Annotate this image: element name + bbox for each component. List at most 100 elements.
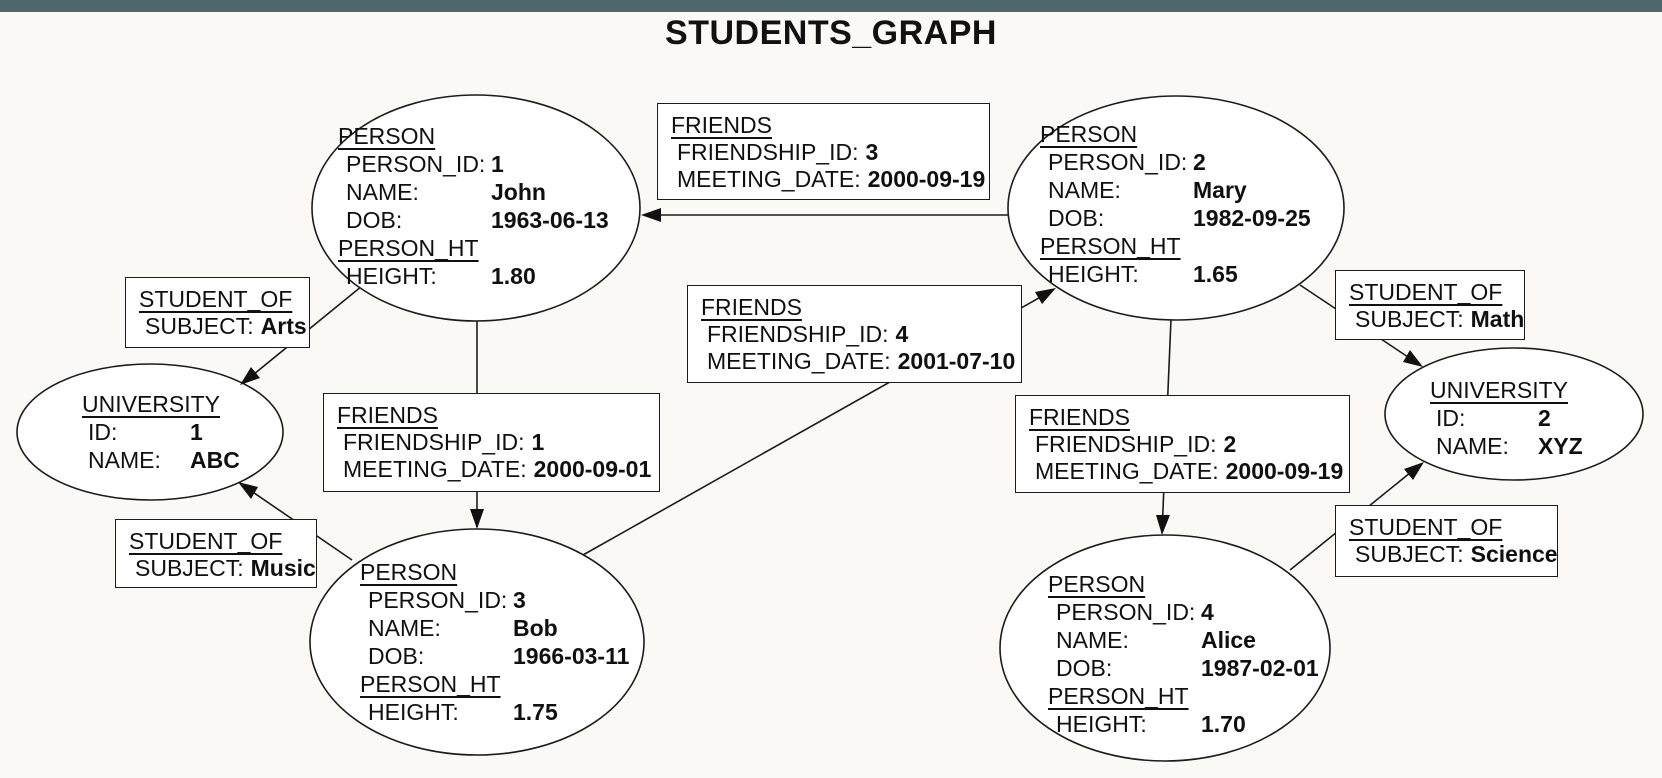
- edge-box-friends-3: FRIENDS FRIENDSHIP_ID: 3 MEETING_DATE: 200…: [657, 103, 990, 200]
- edge-attr-label: FRIENDSHIP_ID:: [343, 429, 525, 455]
- node-attr-value: John: [491, 179, 546, 205]
- node-attr-value: Alice: [1201, 627, 1256, 653]
- node-attr-value: 4: [1201, 599, 1214, 625]
- edge-box-friends-4: FRIENDS FRIENDSHIP_ID: 4 MEETING_DATE: 200…: [687, 285, 1022, 383]
- edge-attr-value: 2000-09-19: [1225, 458, 1344, 484]
- node-attr-label: HEIGHT:: [346, 263, 437, 289]
- node-attr-label: PERSON_ID:: [1056, 599, 1196, 625]
- node-attr-value: 3: [513, 587, 526, 613]
- node-attr-value: 2: [1538, 405, 1551, 431]
- node-attr-label: NAME:: [88, 447, 161, 473]
- node-attr-value: 1: [491, 151, 504, 177]
- edge-header: FRIENDS: [337, 402, 438, 428]
- node-attr-value: Bob: [513, 615, 558, 641]
- edge-attr-value: 1: [531, 429, 545, 455]
- node-attr-value: 2: [1193, 149, 1206, 175]
- node-header: UNIVERSITY: [1430, 377, 1569, 403]
- edge-box-student-of-music: STUDENT_OF SUBJECT: Music: [115, 519, 317, 588]
- edge-header: STUDENT_OF: [1349, 514, 1503, 540]
- node-header: PERSON: [1040, 121, 1138, 147]
- node-attr-label: ID:: [1436, 405, 1466, 431]
- node-attr-label: DOB:: [368, 643, 425, 669]
- node-subheader: PERSON_HT: [1040, 233, 1181, 259]
- node-header: UNIVERSITY: [82, 391, 221, 417]
- node-attr-label: PERSON_ID:: [1048, 149, 1188, 175]
- node-attr-label: ID:: [88, 419, 118, 445]
- node-text-person-bob: PERSON PERSON_ID: 3 NAME: Bob DOB: 1966-03-…: [360, 558, 629, 726]
- arrowhead-friends-2: [1156, 515, 1170, 535]
- node-ellipse-university-xyz: [1384, 347, 1644, 481]
- edge-header: STUDENT_OF: [129, 528, 283, 554]
- edge-attr-value: 2: [1223, 431, 1237, 457]
- edge-header: FRIENDS: [1029, 404, 1130, 430]
- node-header: PERSON: [338, 123, 436, 149]
- node-attr-value: 1987-02-01: [1201, 655, 1319, 681]
- edge-attr-value: 3: [865, 139, 879, 165]
- node-text-person-alice: PERSON PERSON_ID: 4 NAME: Alice DOB: 1987-0…: [1048, 570, 1319, 738]
- arrowhead-friends-3: [641, 208, 661, 222]
- edge-attr-label: SUBJECT:: [1355, 306, 1464, 332]
- top-bar: [0, 0, 1662, 12]
- edge-header: FRIENDS: [671, 112, 772, 138]
- edge-header: FRIENDS: [701, 294, 802, 320]
- node-ellipse-person-mary: [1007, 95, 1345, 321]
- node-header: PERSON: [1048, 571, 1146, 597]
- node-attr-label: PERSON_ID:: [368, 587, 508, 613]
- edge-attr-value: Math: [1470, 306, 1525, 332]
- edge-box-student-of-science: STUDENT_OF SUBJECT: Science: [1335, 505, 1558, 577]
- node-attr-value: 1.70: [1201, 711, 1246, 737]
- edge-attr-value: 2000-09-19: [867, 166, 986, 192]
- edge-attr-label: MEETING_DATE:: [677, 166, 861, 192]
- node-attr-label: HEIGHT:: [1056, 711, 1147, 737]
- edge-attr-label: SUBJECT:: [145, 313, 254, 339]
- node-subheader: PERSON_HT: [338, 235, 479, 261]
- node-subheader: PERSON_HT: [1048, 683, 1189, 709]
- arrowhead-student-of-math: [1403, 350, 1423, 367]
- node-attr-label: HEIGHT:: [368, 699, 459, 725]
- node-attr-value: XYZ: [1538, 433, 1583, 459]
- node-attr-label: DOB:: [1056, 655, 1113, 681]
- node-attr-label: HEIGHT:: [1048, 261, 1139, 287]
- edge-attr-value: Arts: [260, 313, 307, 339]
- node-attr-label: NAME:: [346, 179, 419, 205]
- node-attr-label: NAME:: [1436, 433, 1509, 459]
- node-ellipse-person-john: [311, 94, 641, 322]
- edge-attr-value: Science: [1470, 541, 1558, 567]
- node-attr-label: DOB:: [1048, 205, 1105, 231]
- node-subheader: PERSON_HT: [360, 671, 501, 697]
- edge-box-friends-1: FRIENDS FRIENDSHIP_ID: 1 MEETING_DATE: 200…: [323, 393, 660, 492]
- node-attr-value: 1966-03-11: [513, 643, 630, 669]
- node-attr-value: 1963-06-13: [491, 207, 609, 233]
- edge-attr-label: FRIENDSHIP_ID:: [677, 139, 859, 165]
- node-attr-value: Mary: [1193, 177, 1247, 203]
- arrowhead-student-of-arts: [240, 367, 260, 385]
- edge-attr-value: 4: [895, 321, 909, 347]
- arrowhead-student-of-science: [1404, 462, 1424, 480]
- node-attr-label: DOB:: [346, 207, 403, 233]
- edge-box-friends-2: FRIENDS FRIENDSHIP_ID: 2 MEETING_DATE: 200…: [1015, 395, 1350, 493]
- node-attr-value: 1.65: [1193, 261, 1238, 287]
- node-attr-label: NAME:: [1048, 177, 1121, 203]
- edge-attr-value: 2000-09-01: [533, 456, 652, 482]
- edge-attr-label: SUBJECT:: [135, 555, 244, 581]
- node-attr-value: 1.80: [491, 263, 536, 289]
- edge-attr-label: FRIENDSHIP_ID:: [707, 321, 889, 347]
- node-attr-label: PERSON_ID:: [346, 151, 486, 177]
- node-attr-value: 1982-09-25: [1193, 205, 1311, 231]
- arrowhead-friends-1: [470, 509, 484, 529]
- node-attr-value: ABC: [190, 447, 240, 473]
- node-header: PERSON: [360, 559, 458, 585]
- arrowhead-friends-4: [1035, 288, 1056, 304]
- node-text-person-john: PERSON PERSON_ID: 1 NAME: John DOB: 1963-06…: [338, 122, 609, 290]
- edge-attr-label: MEETING_DATE:: [707, 348, 891, 374]
- node-ellipse-person-alice: [999, 534, 1331, 762]
- node-text-person-mary: PERSON PERSON_ID: 2 NAME: Mary DOB: 1982-09…: [1040, 120, 1311, 288]
- node-attr-label: NAME:: [368, 615, 441, 641]
- edge-header: STUDENT_OF: [1349, 279, 1503, 305]
- node-attr-label: NAME:: [1056, 627, 1129, 653]
- node-attr-value: 1: [190, 419, 203, 445]
- node-attr-value: 1.75: [513, 699, 558, 725]
- edge-attr-label: MEETING_DATE:: [1035, 458, 1219, 484]
